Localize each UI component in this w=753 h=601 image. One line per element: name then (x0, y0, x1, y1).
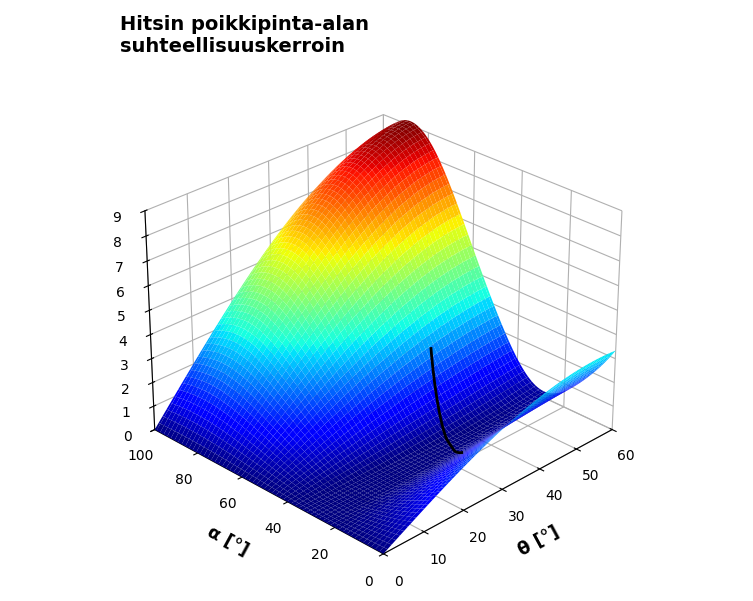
X-axis label: θ [°]: θ [°] (515, 522, 562, 559)
Text: Hitsin poikkipinta-alan
suhteellisuuskerroin: Hitsin poikkipinta-alan suhteellisuusker… (120, 15, 369, 56)
Y-axis label: α [°]: α [°] (205, 522, 252, 559)
